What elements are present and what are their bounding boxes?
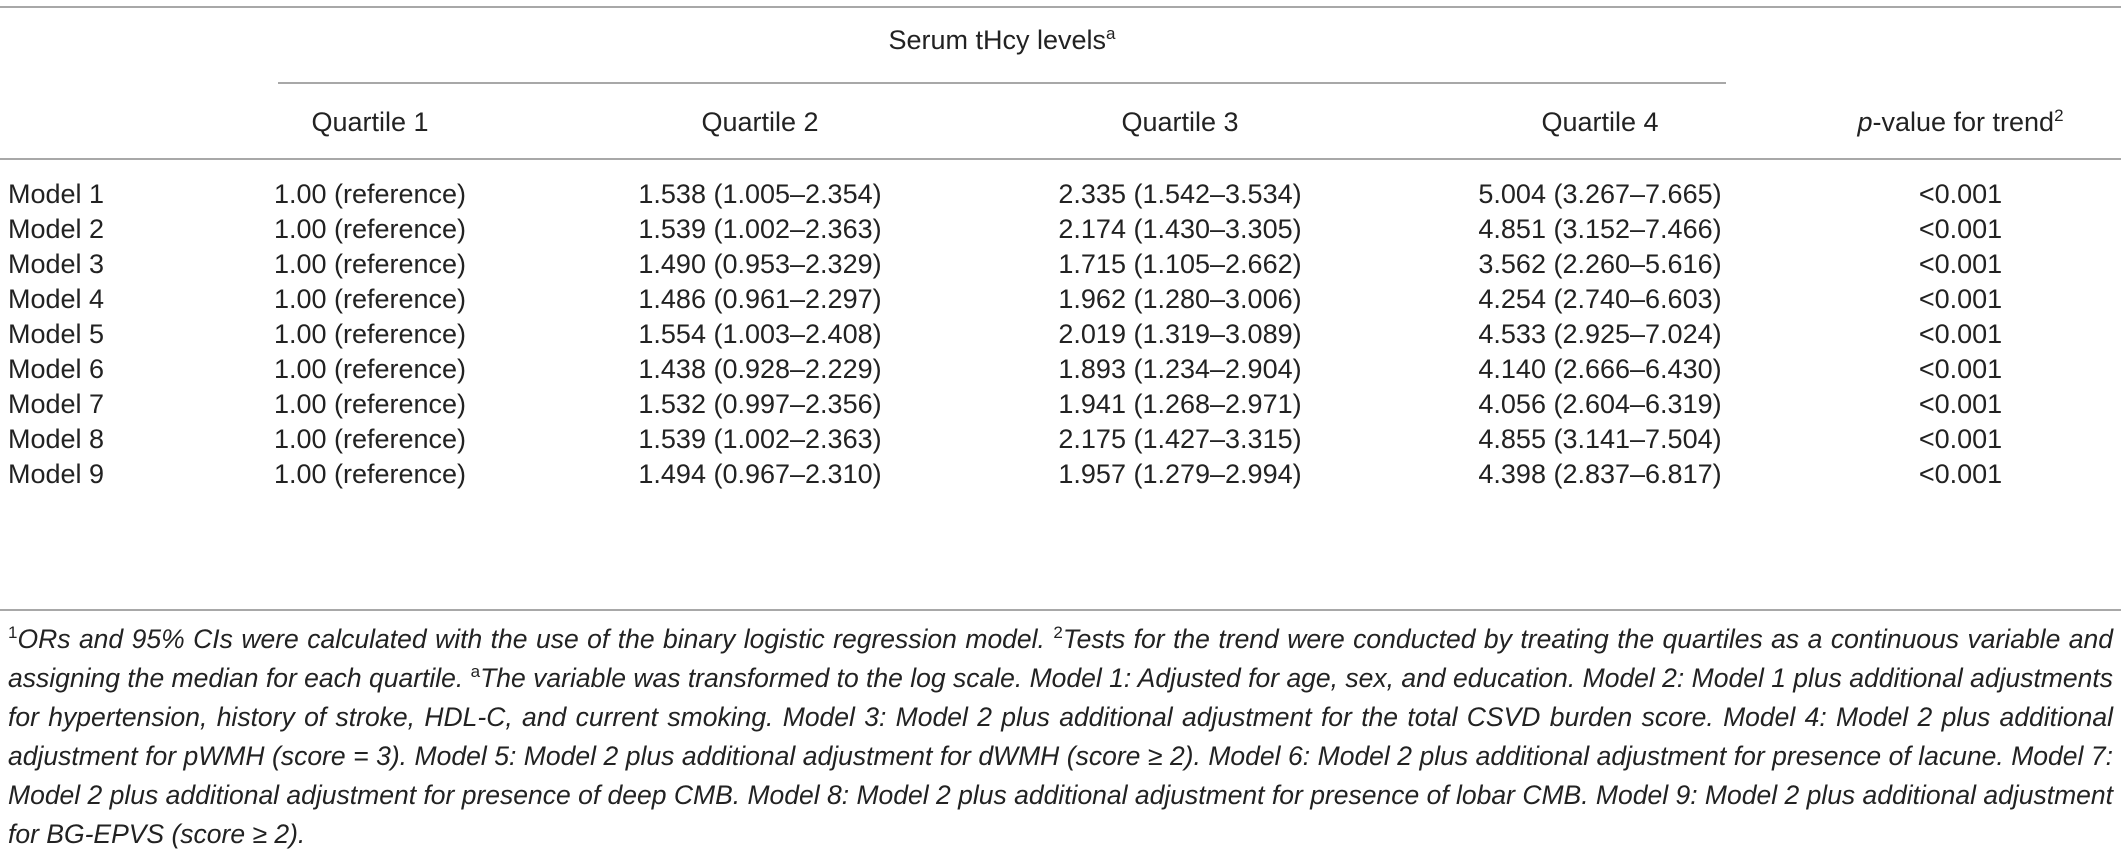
cell-p: <0.001: [1918, 249, 2003, 279]
row-label: Model 7: [8, 389, 105, 419]
cell-p: <0.001: [1918, 179, 2003, 209]
cell-q3: 1.893 (1.234–2.904): [1058, 354, 1302, 384]
cell-q2: 1.539 (1.002–2.363): [638, 424, 882, 454]
group-subrule: [278, 82, 1726, 84]
header-p-italic: p: [1857, 107, 1873, 137]
cell-q4: 4.140 (2.666–6.430): [1478, 354, 1722, 384]
cell-q2: 1.486 (0.961–2.297): [638, 284, 882, 314]
cell-q4: 5.004 (3.267–7.665): [1478, 179, 1722, 209]
cell-q2: 1.554 (1.003–2.408): [638, 319, 882, 349]
cell-q4: 4.254 (2.740–6.603): [1478, 284, 1722, 314]
cell-q1: 1.00 (reference): [273, 284, 467, 314]
header-p-trend: p-value for trend2: [1800, 106, 2121, 138]
cell-q3: 1.941 (1.268–2.971): [1058, 389, 1302, 419]
table-bottom-rule: [0, 609, 2121, 611]
cell-q4: 4.398 (2.837–6.817): [1478, 459, 1722, 489]
group-title: Serum tHcy levelsa: [278, 24, 1726, 56]
cell-q3: 1.962 (1.280–3.006): [1058, 284, 1302, 314]
row-label: Model 8: [8, 424, 105, 454]
row-label: Model 1: [8, 179, 105, 209]
cell-q1: 1.00 (reference): [273, 249, 467, 279]
cell-q3: 1.715 (1.105–2.662): [1058, 249, 1302, 279]
header-quartile-2: Quartile 2: [701, 107, 819, 137]
cell-q4: 4.855 (3.141–7.504): [1478, 424, 1722, 454]
header-bottom-rule: [0, 158, 2121, 160]
cell-p: <0.001: [1918, 389, 2003, 419]
cell-p: <0.001: [1918, 214, 2003, 244]
cell-q2: 1.538 (1.005–2.354): [638, 179, 882, 209]
cell-q3: 2.335 (1.542–3.534): [1058, 179, 1302, 209]
table-top-rule: [0, 6, 2121, 8]
cell-q1: 1.00 (reference): [273, 389, 467, 419]
row-label: Model 2: [8, 214, 105, 244]
footnote-2-text: Tests for the trend were conducted by tr…: [8, 624, 2113, 693]
cell-q3: 1.957 (1.279–2.994): [1058, 459, 1302, 489]
cell-q4: 4.056 (2.604–6.319): [1478, 389, 1722, 419]
cell-q3: 2.019 (1.319–3.089): [1058, 319, 1302, 349]
header-p-rest: -value for trend: [1872, 107, 2055, 137]
cell-q1: 1.00 (reference): [273, 179, 467, 209]
footnote-1-marker: 1: [8, 623, 18, 643]
cell-q4: 3.562 (2.260–5.616): [1478, 249, 1722, 279]
cell-q3: 2.174 (1.430–3.305): [1058, 214, 1302, 244]
cell-p: <0.001: [1918, 354, 2003, 384]
group-title-sup: a: [1106, 24, 1116, 43]
cell-p: <0.001: [1918, 284, 2003, 314]
header-p-sup: 2: [2054, 106, 2064, 125]
cell-q4: 4.851 (3.152–7.466): [1478, 214, 1722, 244]
cell-q4: 4.533 (2.925–7.024): [1478, 319, 1722, 349]
cell-p: <0.001: [1918, 459, 2003, 489]
cell-q2: 1.532 (0.997–2.356): [638, 389, 882, 419]
cell-q1: 1.00 (reference): [273, 354, 467, 384]
header-quartile-3: Quartile 3: [1121, 107, 1239, 137]
row-label: Model 5: [8, 319, 105, 349]
group-title-text: Serum tHcy levels: [888, 25, 1107, 55]
header-quartile-1: Quartile 1: [311, 107, 429, 137]
row-label: Model 3: [8, 249, 105, 279]
cell-q1: 1.00 (reference): [273, 459, 467, 489]
footnote-2-marker: 2: [1053, 623, 1063, 643]
cell-q2: 1.494 (0.967–2.310): [638, 459, 882, 489]
row-label: Model 6: [8, 354, 105, 384]
footnote-a-marker: a: [470, 662, 481, 682]
cell-q3: 2.175 (1.427–3.315): [1058, 424, 1302, 454]
footnote-a-text: The variable was transformed to the log …: [8, 663, 2114, 849]
cell-q1: 1.00 (reference): [273, 214, 467, 244]
cell-p: <0.001: [1918, 319, 2003, 349]
table-footnote: 1ORs and 95% CIs were calculated with th…: [8, 620, 2113, 854]
cell-p: <0.001: [1918, 424, 2003, 454]
header-quartile-4: Quartile 4: [1541, 107, 1659, 137]
row-label: Model 9: [8, 459, 105, 489]
cell-q1: 1.00 (reference): [273, 424, 467, 454]
footnote-1-text: ORs and 95% CIs were calculated with the…: [17, 624, 1054, 654]
row-label: Model 4: [8, 284, 105, 314]
cell-q2: 1.490 (0.953–2.329): [638, 249, 882, 279]
cell-q2: 1.539 (1.002–2.363): [638, 214, 882, 244]
cell-q1: 1.00 (reference): [273, 319, 467, 349]
cell-q2: 1.438 (0.928–2.229): [638, 354, 882, 384]
